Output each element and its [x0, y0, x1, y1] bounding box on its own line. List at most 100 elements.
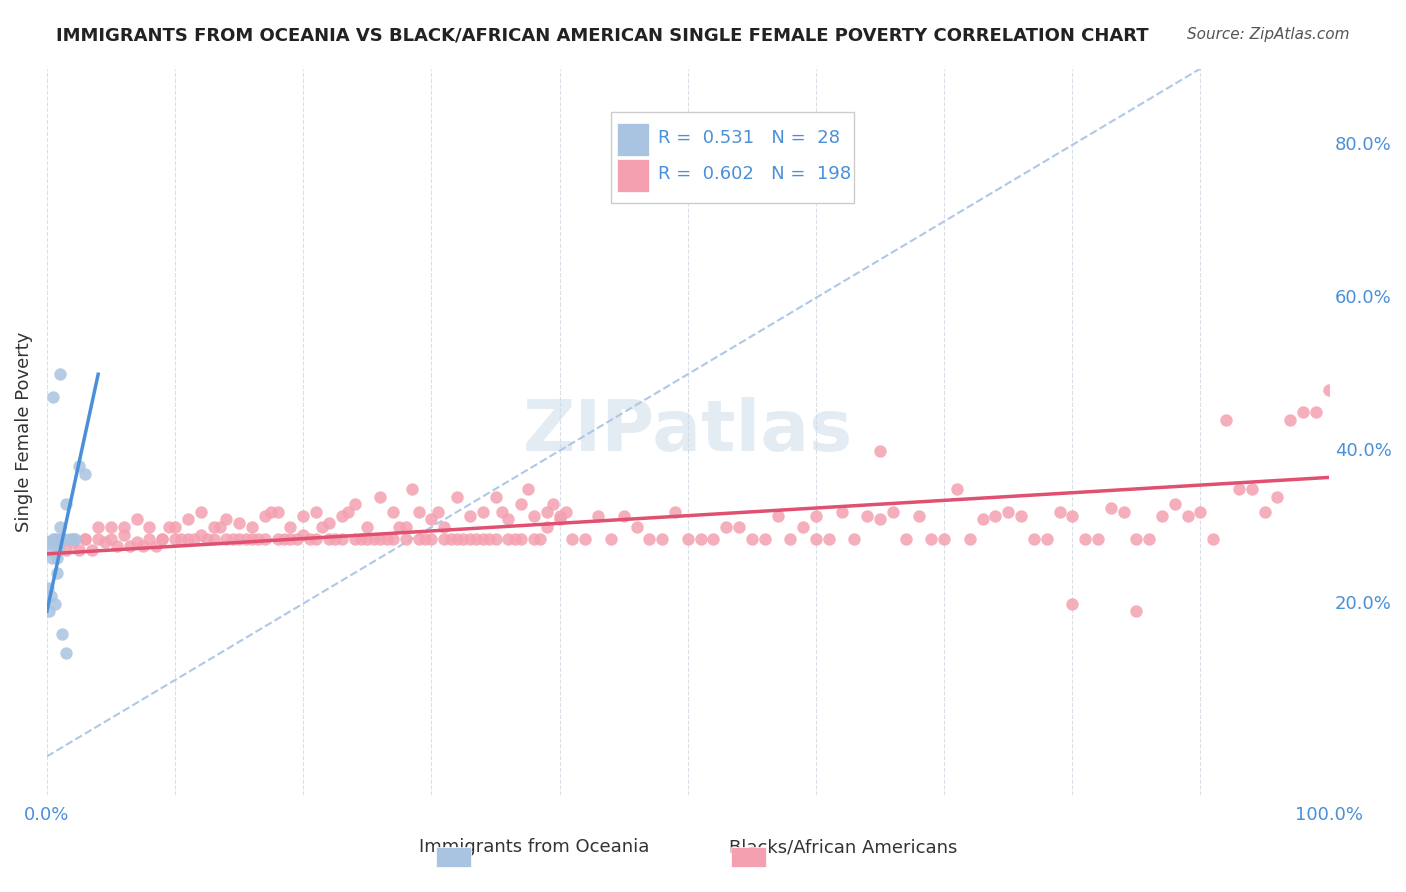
Point [440, 532, 463, 546]
Point [1125, 532, 1147, 546]
Point [1202, 532, 1225, 546]
Text: Source: ZipAtlas.com: Source: ZipAtlas.com [1187, 27, 1350, 42]
Point [343, 532, 366, 546]
Point [157, 520, 180, 534]
Point [48, 543, 70, 558]
Point [45, 532, 67, 546]
Point [177, 532, 200, 546]
Point [471, 532, 494, 546]
Y-axis label: Single Female Poverty: Single Female Poverty [15, 332, 32, 532]
Point [831, 505, 853, 519]
Point [779, 532, 801, 546]
Point [388, 520, 411, 534]
Point [247, 532, 270, 546]
Point [381, 505, 404, 519]
Point [240, 532, 263, 546]
Point [1035, 532, 1057, 546]
Text: R =  0.602   N =  198: R = 0.602 N = 198 [658, 165, 852, 183]
Point [37, 535, 59, 549]
Point [1292, 405, 1315, 419]
Point [280, 532, 302, 546]
Point [80, 543, 103, 558]
Point [67, 458, 90, 473]
Point [984, 508, 1007, 523]
Point [138, 532, 160, 546]
Point [112, 520, 135, 534]
Point [510, 532, 533, 546]
Point [381, 532, 404, 546]
Point [343, 497, 366, 511]
Point [728, 520, 751, 534]
Point [87, 532, 110, 546]
Text: Blacks/African Americans: Blacks/African Americans [730, 838, 957, 856]
Point [44, 532, 66, 546]
Point [613, 508, 636, 523]
Point [55, 646, 77, 660]
Text: 80.0%: 80.0% [1336, 136, 1392, 154]
Point [285, 532, 308, 546]
Point [792, 520, 814, 534]
Text: IMMIGRANTS FROM OCEANIA VS BLACK/AFRICAN AMERICAN SINGLE FEMALE POVERTY CORRELAT: IMMIGRANTS FROM OCEANIA VS BLACK/AFRICAN… [56, 27, 1149, 45]
Point [946, 482, 969, 496]
FancyBboxPatch shape [617, 123, 650, 155]
Point [561, 532, 583, 546]
Point [458, 508, 481, 523]
Text: R =  0.531   N =  28: R = 0.531 N = 28 [658, 128, 841, 146]
Text: 60.0%: 60.0% [1336, 289, 1392, 307]
Point [165, 532, 187, 546]
Point [395, 520, 418, 534]
Point [555, 505, 578, 519]
Point [471, 505, 494, 519]
Point [676, 532, 699, 546]
Point [48, 532, 70, 546]
Point [599, 532, 621, 546]
Point [1137, 532, 1160, 546]
Point [292, 528, 315, 542]
Point [1150, 508, 1173, 523]
Point [503, 532, 526, 546]
Point [478, 532, 501, 546]
Text: 40.0%: 40.0% [1336, 442, 1392, 459]
Point [41, 550, 63, 565]
Point [1189, 505, 1212, 519]
Point [235, 532, 257, 546]
Point [280, 520, 302, 534]
Point [190, 528, 212, 542]
Point [856, 508, 879, 523]
Point [426, 505, 449, 519]
Point [510, 497, 533, 511]
Point [112, 528, 135, 542]
Point [183, 532, 205, 546]
Point [228, 532, 250, 546]
Point [63, 532, 86, 546]
Point [292, 508, 315, 523]
Point [55, 497, 77, 511]
Point [1087, 532, 1109, 546]
Point [51, 532, 73, 546]
Point [529, 532, 551, 546]
Point [59, 532, 82, 546]
Point [586, 508, 609, 523]
Point [253, 532, 276, 546]
Point [1074, 532, 1097, 546]
Point [1010, 508, 1032, 523]
Text: 100.0%: 100.0% [1295, 806, 1362, 824]
Point [420, 512, 443, 526]
Point [323, 532, 346, 546]
Point [48, 520, 70, 534]
Point [1279, 413, 1302, 427]
Point [413, 532, 436, 546]
Point [484, 532, 506, 546]
FancyBboxPatch shape [617, 160, 650, 192]
Point [202, 520, 225, 534]
Point [67, 543, 90, 558]
Point [1317, 383, 1340, 397]
Point [523, 532, 546, 546]
Point [38, 535, 60, 549]
Point [305, 505, 328, 519]
Point [62, 532, 84, 546]
Point [453, 532, 475, 546]
Point [62, 535, 84, 549]
Point [766, 508, 789, 523]
Point [49, 532, 72, 546]
